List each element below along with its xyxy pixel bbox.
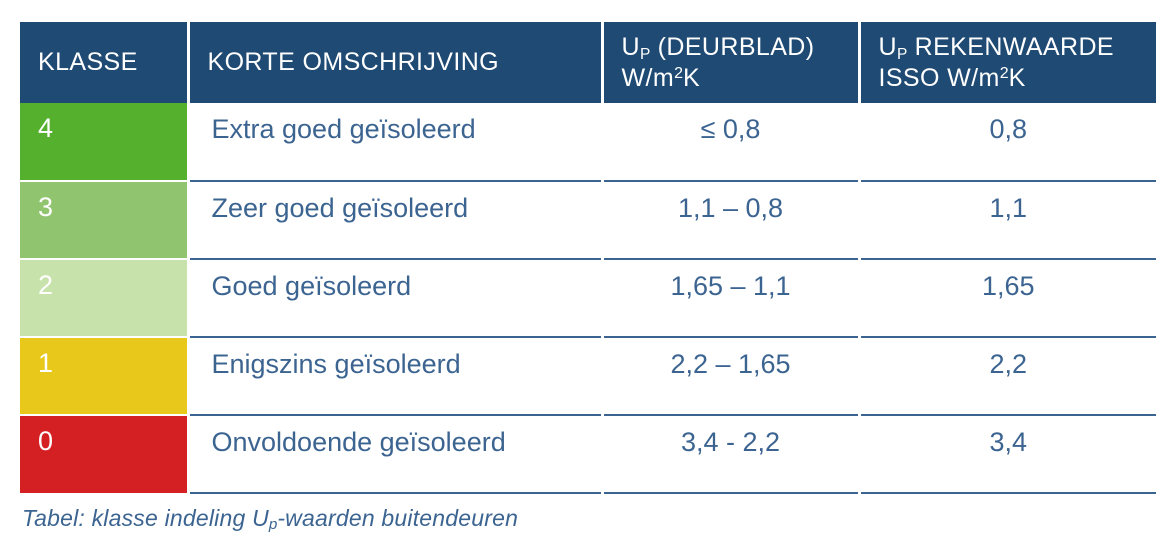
column-header-klasse: KLASSE [20, 22, 190, 103]
column-header-up-isso: UP REKENWAARDE ISSO W/m2K [859, 22, 1156, 103]
header-isso-symbol: U [878, 33, 897, 61]
column-header-omschrijving: KORTE OMSCHRIJVING [188, 22, 604, 103]
header-isso-unit-prefix: ISSO W/m [878, 63, 1000, 92]
header-isso-line1: UP REKENWAARDE [879, 32, 1157, 63]
table-row: 0 Onvoldoende geïsoleerd 3,4 - 2,2 3,4 [20, 415, 1156, 494]
up-isso-cell: 0,8 [859, 103, 1156, 182]
up-waarden-table: KLASSE KORTE OMSCHRIJVING UP (DEURBLAD) … [20, 22, 1156, 494]
up-deurblad-cell: 2,2 – 1,65 [602, 337, 861, 416]
header-isso-line2: ISSO W/m2K [879, 63, 1157, 94]
header-up-unit-suffix: K [682, 63, 701, 92]
table-row: 3 Zeer goed geïsoleerd 1,1 – 0,8 1,1 [20, 181, 1156, 260]
klasse-swatch-3: 3 [20, 181, 190, 260]
table-container: KLASSE KORTE OMSCHRIJVING UP (DEURBLAD) … [20, 22, 1156, 494]
column-header-up-deurblad: UP (DEURBLAD) W/m2K [602, 22, 861, 103]
omschrijving-cell: Zeer goed geïsoleerd [188, 181, 604, 260]
omschrijving-cell: Enigszins geïsoleerd [188, 337, 604, 416]
header-up-subscript: P [639, 45, 651, 63]
header-isso-unit-suffix: K [1008, 63, 1026, 92]
header-row: KLASSE KORTE OMSCHRIJVING UP (DEURBLAD) … [20, 22, 1156, 103]
header-up-unit-prefix: W/m [621, 63, 675, 92]
caption-suffix: -waarden buitendeuren [277, 505, 519, 531]
table-row: 1 Enigszins geïsoleerd 2,2 – 1,65 2,2 [20, 337, 1156, 416]
up-deurblad-cell: 3,4 - 2,2 [602, 415, 861, 494]
klasse-value: 0 [38, 426, 54, 456]
table-row: 2 Goed geïsoleerd 1,65 – 1,1 1,65 [20, 259, 1156, 338]
header-klasse-label: KLASSE [38, 48, 138, 77]
header-omschrijving-label: KORTE OMSCHRIJVING [207, 48, 499, 77]
header-up-deurblad-line2: W/m2K [622, 63, 858, 94]
up-isso-cell: 3,4 [859, 415, 1156, 494]
up-isso-cell: 1,1 [859, 181, 1156, 260]
klasse-swatch-0: 0 [20, 415, 190, 493]
table-body: 4 Extra goed geïsoleerd ≤ 0,8 0,8 3 Zeer… [20, 103, 1156, 494]
up-deurblad-cell: ≤ 0,8 [602, 103, 861, 182]
omschrijving-cell: Onvoldoende geïsoleerd [188, 415, 604, 494]
klasse-value: 1 [38, 348, 54, 378]
klasse-swatch-4: 4 [20, 103, 190, 182]
table-row: 4 Extra goed geïsoleerd ≤ 0,8 0,8 [20, 103, 1156, 182]
up-isso-cell: 2,2 [859, 337, 1156, 416]
klasse-value: 3 [38, 192, 54, 222]
header-up-deurblad-rest: (DEURBLAD) [650, 33, 815, 61]
header-isso-subscript: P [896, 45, 908, 63]
header-isso-unit-superscript: 2 [999, 64, 1009, 82]
klasse-value: 4 [38, 113, 54, 143]
header-isso-rest: REKENWAARDE [907, 33, 1114, 61]
header-up-unit-superscript: 2 [674, 64, 683, 82]
caption-subscript: p [268, 516, 278, 534]
table-caption: Tabel: klasse indeling Up-waarden buiten… [22, 505, 519, 534]
klasse-swatch-2: 2 [20, 259, 190, 338]
up-deurblad-cell: 1,1 – 0,8 [602, 181, 861, 260]
header-up-deurblad-line1: UP (DEURBLAD) [622, 32, 858, 63]
header-up-symbol: U [621, 33, 640, 61]
caption-prefix: Tabel: klasse indeling U [22, 505, 269, 531]
up-isso-cell: 1,65 [859, 259, 1156, 338]
klasse-value: 2 [38, 270, 54, 300]
omschrijving-cell: Goed geïsoleerd [188, 259, 604, 338]
table-header: KLASSE KORTE OMSCHRIJVING UP (DEURBLAD) … [20, 22, 1156, 103]
up-deurblad-cell: 1,65 – 1,1 [602, 259, 861, 338]
omschrijving-cell: Extra goed geïsoleerd [188, 103, 604, 182]
klasse-swatch-1: 1 [20, 337, 190, 416]
